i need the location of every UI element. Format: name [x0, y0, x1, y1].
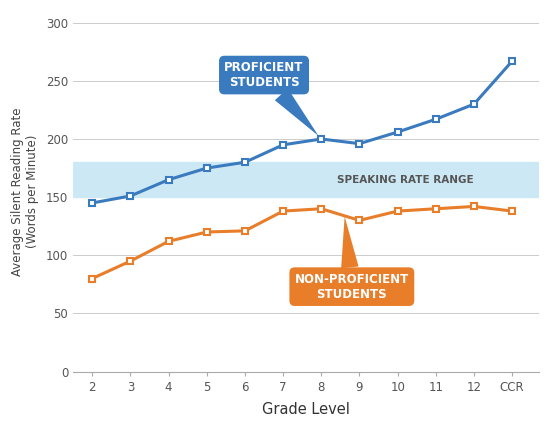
X-axis label: Grade Level: Grade Level — [262, 402, 350, 417]
Text: NON-PROFICIENT
STUDENTS: NON-PROFICIENT STUDENTS — [295, 217, 409, 300]
Bar — [73, 162, 539, 197]
Text: PROFICIENT
STUDENTS: PROFICIENT STUDENTS — [224, 61, 318, 136]
Y-axis label: Average Silent Reading Rate
(Words per Minute): Average Silent Reading Rate (Words per M… — [11, 107, 39, 276]
Text: SPEAKING RATE RANGE: SPEAKING RATE RANGE — [337, 175, 474, 185]
